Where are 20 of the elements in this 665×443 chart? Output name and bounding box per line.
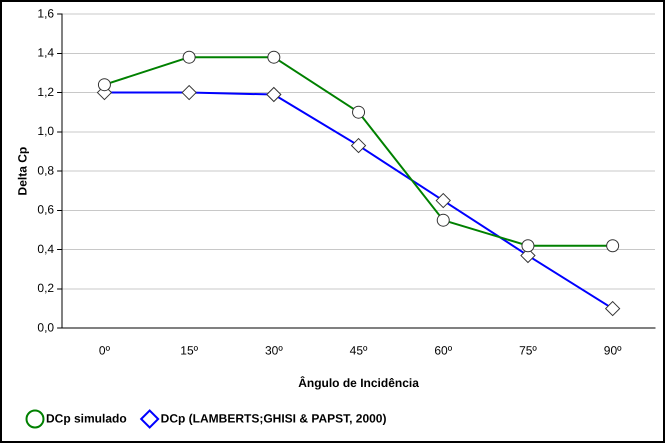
y-tick-label: 1,6 (37, 6, 54, 20)
y-tick-label: 0,6 (37, 202, 54, 217)
x-tick-label: 30º (264, 344, 284, 358)
y-tick-label: 1,4 (37, 46, 54, 60)
legend-label: DCp simulado (46, 411, 127, 426)
y-tick-label: 1,2 (37, 84, 54, 99)
x-tick-label: 45º (350, 344, 368, 358)
x-tick-label: 0º (98, 344, 111, 358)
y-axis-title: Delta Cp (16, 146, 30, 196)
y-tick-label: 0,2 (37, 281, 54, 296)
y-tick-label: 1,0 (37, 124, 54, 138)
x-tick-label: 15º (180, 344, 199, 358)
x-axis-title: Ângulo de Incidência (298, 376, 420, 390)
x-tick-label: 60º (434, 344, 453, 358)
x-tick-label: 90º (604, 344, 622, 358)
y-tick-label: 0,0 (37, 320, 54, 335)
x-tick-label: 75º (519, 344, 538, 358)
legend-label: DCp (LAMBERTS;GHISI & PAPST, 2000) (160, 411, 386, 426)
y-tick-label: 0,4 (37, 242, 54, 256)
y-tick-label: 0,8 (37, 163, 54, 178)
